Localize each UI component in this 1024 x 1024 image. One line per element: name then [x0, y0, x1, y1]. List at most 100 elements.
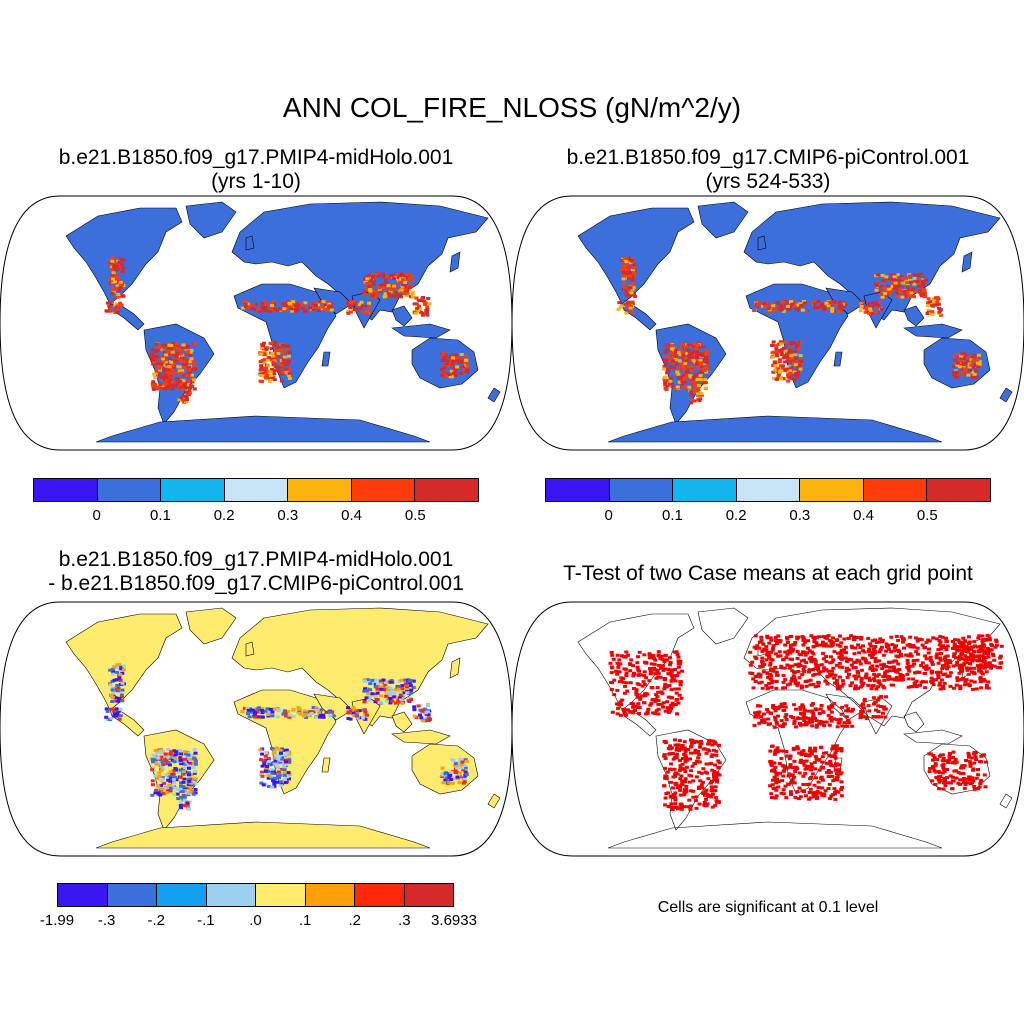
grid-cell	[638, 696, 643, 700]
grid-cell	[832, 753, 837, 757]
grid-cell	[882, 678, 887, 682]
grid-cell	[179, 806, 183, 810]
grid-cell	[959, 766, 964, 770]
grid-cell	[775, 354, 780, 358]
grid-cell	[165, 789, 170, 792]
grid-cell	[240, 306, 245, 310]
grid-cell	[303, 712, 308, 716]
grid-cell	[839, 712, 844, 716]
grid-cell	[452, 359, 457, 363]
grid-cell	[426, 719, 431, 722]
grid-cell	[664, 658, 669, 662]
grid-cell	[961, 643, 966, 647]
grid-cell	[779, 377, 784, 381]
grid-cell	[286, 771, 291, 775]
grid-cell	[150, 352, 155, 356]
grid-cell	[352, 714, 357, 718]
grid-cell	[679, 362, 684, 366]
grid-cell	[182, 750, 187, 754]
grid-cell	[787, 369, 792, 373]
grid-cell	[829, 703, 834, 707]
grid-cell	[958, 687, 963, 691]
grid-cell	[648, 670, 653, 674]
grid-cell	[786, 351, 791, 355]
grid-cell	[680, 757, 685, 760]
grid-cell	[840, 679, 845, 683]
grid-cell	[917, 285, 922, 288]
grid-cell	[831, 744, 836, 748]
grid-cell	[667, 684, 672, 687]
grid-cell	[179, 800, 183, 804]
grid-cell	[172, 793, 177, 797]
grid-cell	[256, 307, 260, 311]
land-north-america	[577, 207, 695, 305]
grid-cell	[894, 676, 899, 679]
grid-cell	[171, 755, 176, 759]
grid-cell	[834, 639, 839, 642]
grid-cell	[751, 686, 756, 690]
grid-cell	[631, 286, 636, 290]
grid-cell	[632, 687, 636, 690]
diff-colorbar-swatch-7	[404, 884, 453, 906]
grid-cell	[255, 715, 260, 719]
grid-cell	[907, 295, 912, 299]
grid-cell	[174, 342, 179, 346]
grid-cell	[823, 679, 828, 683]
grid-cell	[707, 762, 712, 766]
grid-cell	[264, 309, 269, 313]
grid-cell	[856, 643, 861, 647]
land-antarctica	[607, 415, 943, 443]
grid-cell	[117, 676, 122, 680]
grid-cell	[870, 639, 875, 643]
grid-cell	[678, 764, 683, 768]
grid-cell	[834, 789, 839, 793]
grid-cell	[908, 645, 913, 649]
grid-cell	[260, 752, 264, 756]
grid-cell	[904, 276, 909, 280]
grid-cell	[252, 709, 257, 713]
grid-cell	[932, 769, 937, 773]
grid-cell	[811, 792, 816, 796]
grid-cell	[669, 679, 674, 683]
grid-cell	[703, 790, 708, 794]
grid-cell	[375, 682, 380, 686]
grid-cell	[187, 800, 192, 804]
grid-cell	[158, 761, 163, 765]
grid-cell	[947, 754, 952, 758]
grid-cell	[398, 274, 403, 278]
grid-cell	[768, 711, 773, 715]
grid-cell	[114, 699, 119, 703]
grid-cell	[792, 720, 797, 724]
grid-cell	[277, 773, 282, 777]
grid-cell	[781, 686, 786, 690]
significance-note: Cells are significant at 0.1 level	[657, 899, 879, 916]
grid-cell	[624, 650, 629, 654]
grid-cell	[187, 389, 192, 393]
grid-cell	[119, 303, 124, 307]
grid-cell	[676, 659, 681, 663]
grid-cell	[979, 670, 984, 674]
grid-cell	[663, 766, 668, 770]
grid-cell	[926, 308, 931, 312]
grid-cell	[961, 766, 966, 770]
grid-cell	[290, 309, 295, 313]
grid-cell	[808, 746, 813, 750]
grid-cell	[110, 707, 114, 711]
diff-colorbar-tick-label: -1.99	[39, 912, 75, 929]
grid-cell	[680, 669, 684, 673]
grid-cell	[272, 756, 277, 760]
grid-cell	[705, 352, 710, 355]
grid-cell	[774, 721, 779, 725]
grid-cell	[270, 772, 275, 776]
grid-cell	[686, 805, 691, 809]
grid-cell	[656, 671, 661, 675]
grid-cell	[451, 356, 455, 360]
grid-cell	[621, 304, 626, 308]
grid-cell	[943, 672, 948, 676]
grid-cell	[982, 773, 987, 777]
grid-cell	[985, 652, 990, 656]
grid-cell	[908, 652, 913, 656]
grid-cell	[280, 361, 285, 365]
grid-cell	[779, 749, 784, 753]
grid-cell	[777, 342, 782, 346]
